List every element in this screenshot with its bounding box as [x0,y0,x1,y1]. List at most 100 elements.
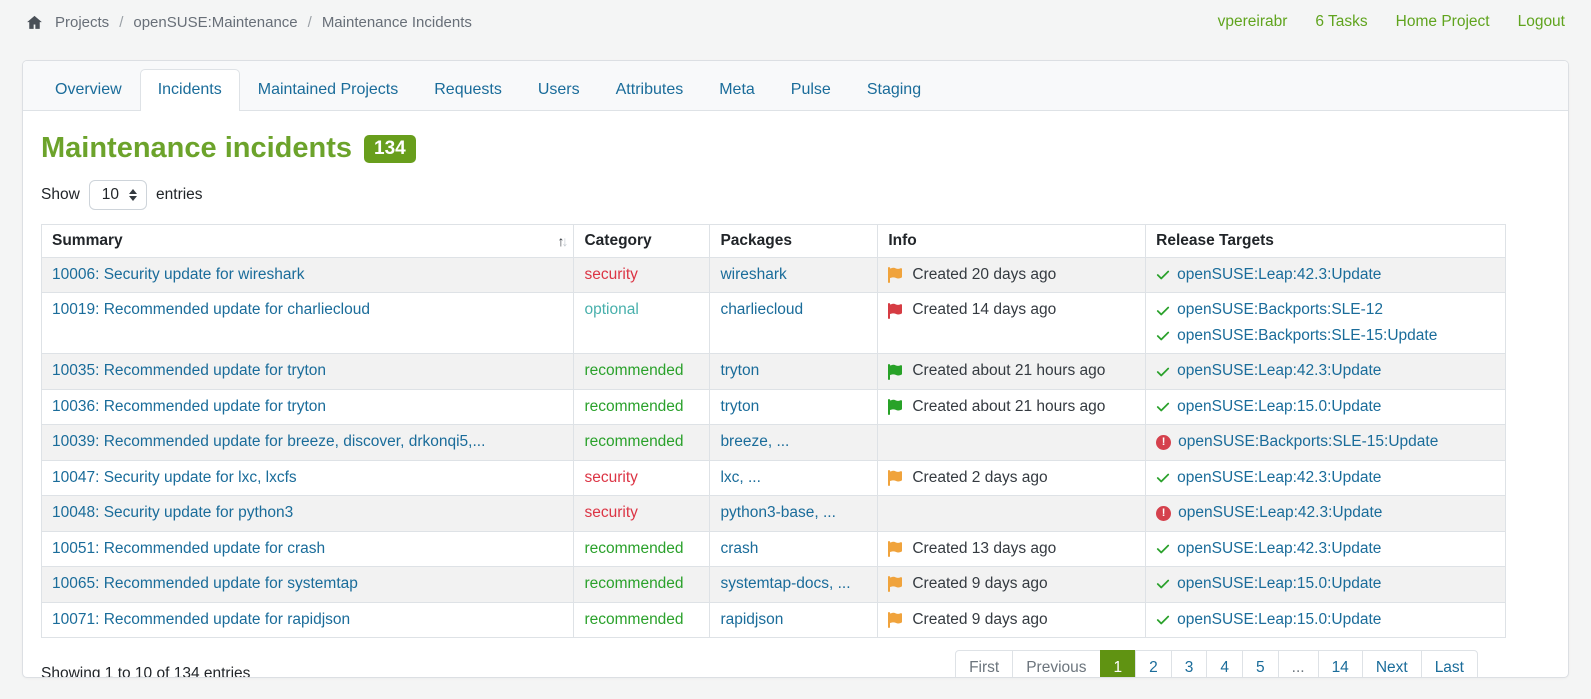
table-row: 10051: Recommended update for crash recom… [40,530,1506,568]
navbar-link-vpereirabr[interactable]: vpereirabr [1217,13,1288,30]
release-target-link[interactable]: openSUSE:Backports:SLE-15:Update [1178,433,1439,451]
info-cell-td: Created 2 days ago [877,459,1147,497]
incidents-table: Summary ↑↓ Category Packages Info Release Tar… [40,224,1506,639]
column-header-release-targets[interactable]: Release Targets [1145,224,1506,258]
home-icon[interactable] [26,14,43,31]
package-link[interactable]: tryton [720,362,760,380]
release-target: openSUSE:Leap:42.3:Update [1156,538,1495,560]
tab-staging[interactable]: Staging [866,81,922,98]
flag-icon [888,611,903,628]
page-button--: ... [1277,650,1319,677]
tab-maintained-projects[interactable]: Maintained Projects [257,81,399,98]
release-target-link[interactable]: openSUSE:Leap:15.0:Update [1177,397,1382,415]
incident-link[interactable]: 10036: Recommended update for tryton [52,397,327,415]
summary-cell: 10065: Recommended update for systemtap [40,566,575,603]
table-row: 10039: Recommended update for breeze, di… [40,424,1506,461]
incident-link[interactable]: 10035: Recommended update for tryton [52,362,327,380]
column-header-summary[interactable]: Summary ↑↓ [40,224,575,258]
package-link[interactable]: breeze, ... [720,433,790,451]
column-header-info[interactable]: Info [877,224,1147,258]
release-targets-cell: ! openSUSE:Backports:SLE-15:Update [1145,424,1506,461]
incident-link[interactable]: 10048: Security update for python3 [52,504,294,522]
navbar-link-home-project[interactable]: Home Project [1395,13,1490,30]
tab-incidents[interactable]: Incidents [139,69,240,111]
package-link[interactable]: lxc, ... [720,468,761,486]
incident-link[interactable]: 10006: Security update for wireshark [52,266,305,283]
release-target: openSUSE:Backports:SLE-15:Update [1156,325,1495,347]
release-target-link[interactable]: openSUSE:Backports:SLE-15:Update [1177,326,1438,344]
package-link[interactable]: systemtap-docs, ... [720,575,851,593]
page-button-1[interactable]: 1 [1099,650,1137,677]
release-target-link[interactable]: openSUSE:Leap:42.3:Update [1177,266,1382,283]
flag-icon [888,576,903,593]
table-row: 10035: Recommended update for tryton reco… [40,353,1506,390]
table-header-row: Summary ↑↓ Category Packages Info Release Tar… [40,224,1506,258]
info-cell-td: Created 9 days ago [877,566,1147,603]
page-button-3[interactable]: 3 [1170,650,1208,677]
summary-cell: 10048: Security update for python3 [40,495,575,532]
info-created-text: Created 13 days ago [912,539,1057,557]
check-icon [1156,544,1170,554]
release-targets-cell: openSUSE:Leap:42.3:Update [1145,459,1506,497]
breadcrumb-item[interactable]: Projects [55,13,110,31]
incident-link[interactable]: 10065: Recommended update for systemtap [52,575,358,593]
incident-link[interactable]: 10039: Recommended update for breeze, di… [52,433,486,451]
incident-link[interactable]: 10051: Recommended update for crash [52,539,326,557]
page-button-previous: Previous [1012,650,1101,677]
packages-cell: python3-base, ... [709,495,879,532]
check-icon [1156,270,1170,280]
release-target-link[interactable]: openSUSE:Backports:SLE-12 [1177,301,1384,319]
incident-link[interactable]: 10071: Recommended update for rapidjson [52,610,351,628]
page-button-last[interactable]: Last [1420,650,1478,677]
exclamation-circle-icon: ! [1156,506,1172,522]
flag-icon [888,470,903,487]
info-cell-td [877,424,1147,461]
release-target-link[interactable]: openSUSE:Leap:42.3:Update [1178,504,1383,522]
tab-meta[interactable]: Meta [719,81,755,98]
sort-desc-arrow: ↓ [561,233,568,249]
page-button-4[interactable]: 4 [1206,650,1244,677]
package-link[interactable]: wireshark [720,266,787,283]
incident-link[interactable]: 10047: Security update for lxc, lxcfs [52,468,297,486]
release-target-link[interactable]: openSUSE:Leap:42.3:Update [1177,362,1382,380]
package-link[interactable]: python3-base, ... [720,504,836,522]
content-area: Maintenance incidents 134 Show 10 entrie… [23,132,1568,677]
page-size-select[interactable]: 10 [88,180,148,210]
release-target-link[interactable]: openSUSE:Leap:15.0:Update [1177,575,1382,593]
release-target-link[interactable]: openSUSE:Leap:15.0:Update [1177,610,1382,628]
sort-icon[interactable]: ↑↓ [557,233,568,249]
page-size-value: 10 [101,186,120,203]
breadcrumb-item[interactable]: openSUSE:Maintenance [133,13,298,31]
column-header-packages[interactable]: Packages [709,224,879,258]
tab-attributes[interactable]: Attributes [615,81,684,98]
incident-link[interactable]: 10019: Recommended update for charlieclo… [52,301,370,319]
page-button-2[interactable]: 2 [1135,650,1172,677]
page-button-5[interactable]: 5 [1242,650,1279,677]
tab-overview[interactable]: Overview [55,81,122,98]
table-row: 10071: Recommended update for rapidjson r… [40,601,1506,639]
navbar-link-logout[interactable]: Logout [1517,13,1565,30]
page-button-next[interactable]: Next [1361,650,1422,677]
packages-cell: wireshark [709,256,879,294]
check-icon [1156,306,1170,316]
tab-requests[interactable]: Requests [434,81,502,98]
check-icon [1156,580,1170,589]
package-link[interactable]: crash [720,539,759,557]
package-link[interactable]: tryton [720,397,760,415]
sort-asc-arrow: ↑ [557,233,564,249]
package-link[interactable]: rapidjson [720,610,784,628]
table-row: 10047: Security update for lxc, lxcfs sec… [40,459,1506,497]
flag-icon [888,399,903,416]
page-title: Maintenance incidents 134 [41,132,1550,165]
release-target: openSUSE:Leap:15.0:Update [1156,573,1495,595]
category-cell: security [573,459,711,497]
release-target-link[interactable]: openSUSE:Leap:42.3:Update [1177,539,1382,557]
page-button-14[interactable]: 14 [1317,650,1363,677]
tab-users[interactable]: Users [537,81,580,98]
release-target-link[interactable]: openSUSE:Leap:42.3:Update [1177,468,1382,486]
navbar-links: vpereirabr 6 Tasks Home Project Logout [1218,13,1565,31]
column-header-category[interactable]: Category [573,224,711,258]
tab-pulse[interactable]: Pulse [790,81,831,98]
package-link[interactable]: charliecloud [720,301,804,319]
navbar-link-6-tasks[interactable]: 6 Tasks [1315,13,1368,30]
